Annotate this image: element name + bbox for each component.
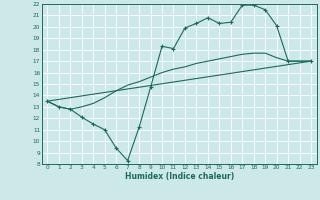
X-axis label: Humidex (Indice chaleur): Humidex (Indice chaleur) — [124, 172, 234, 181]
